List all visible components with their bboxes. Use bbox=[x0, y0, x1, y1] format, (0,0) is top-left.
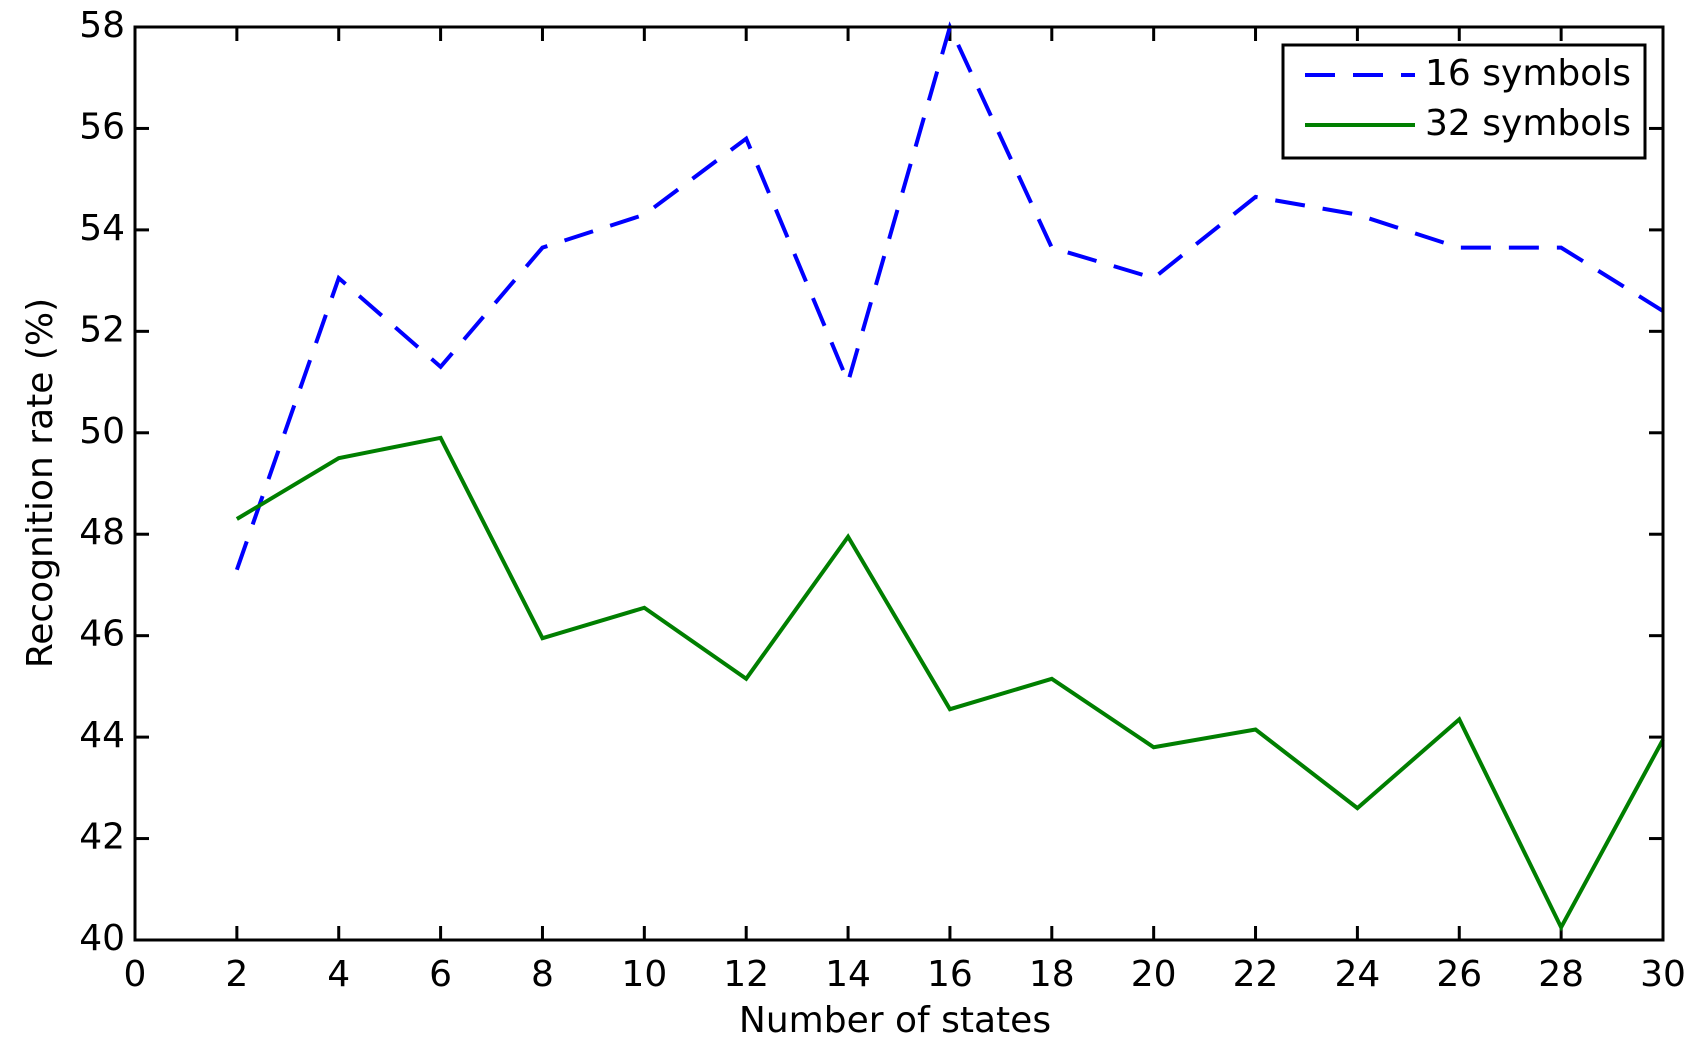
y-tick-label: 52 bbox=[79, 309, 125, 350]
x-tick-label: 26 bbox=[1436, 954, 1482, 995]
y-tick-label: 54 bbox=[79, 208, 125, 249]
x-tick-label: 24 bbox=[1334, 954, 1380, 995]
x-tick-label: 4 bbox=[327, 954, 350, 995]
y-tick-label: 58 bbox=[79, 5, 125, 46]
x-tick-label: 6 bbox=[429, 954, 452, 995]
y-tick-label: 48 bbox=[79, 512, 125, 553]
x-tick-label: 2 bbox=[225, 954, 248, 995]
x-tick-label: 20 bbox=[1131, 954, 1177, 995]
legend-label: 32 symbols bbox=[1425, 103, 1631, 144]
y-tick-label: 42 bbox=[79, 817, 125, 858]
x-tick-label: 28 bbox=[1538, 954, 1584, 995]
x-tick-label: 0 bbox=[124, 954, 147, 995]
y-axis-label: Recognition rate (%) bbox=[20, 298, 61, 668]
y-tick-label: 50 bbox=[79, 411, 125, 452]
y-tick-label: 40 bbox=[79, 918, 125, 959]
x-tick-label: 8 bbox=[531, 954, 554, 995]
legend-label: 16 symbols bbox=[1425, 53, 1631, 94]
x-tick-label: 12 bbox=[723, 954, 769, 995]
x-tick-label: 10 bbox=[621, 954, 667, 995]
x-tick-label: 22 bbox=[1233, 954, 1279, 995]
x-tick-label: 14 bbox=[825, 954, 871, 995]
x-tick-label: 18 bbox=[1029, 954, 1075, 995]
legend-box bbox=[1281, 43, 1647, 160]
y-tick-label: 46 bbox=[79, 614, 125, 655]
y-tick-label: 56 bbox=[79, 106, 125, 147]
data-line bbox=[235, 435, 1665, 932]
plot-frame bbox=[133, 25, 1665, 942]
x-tick-label: 16 bbox=[927, 954, 973, 995]
x-axis-label: Number of states bbox=[739, 1000, 1051, 1041]
x-tick-label: 30 bbox=[1640, 954, 1686, 995]
y-tick-label: 44 bbox=[79, 715, 125, 756]
